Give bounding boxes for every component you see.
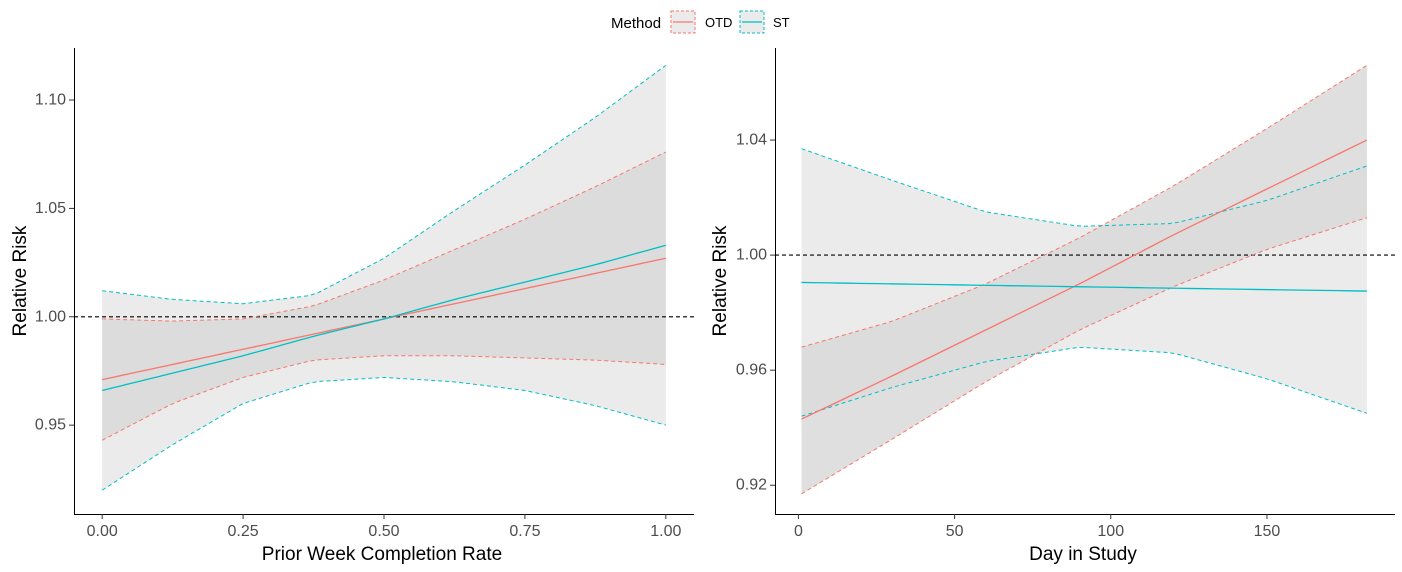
y-tick-label: 0.95 — [35, 417, 66, 434]
otd-confidence-ribbon — [801, 65, 1367, 494]
x-tick-label: 0 — [794, 523, 803, 540]
x-tick-label: 100 — [1097, 523, 1124, 540]
y-ticks: 0.92 0.96 1.00 1.04 — [736, 132, 775, 494]
st-confidence-ribbon — [102, 65, 666, 491]
st-upper-bound-line — [102, 64, 667, 305]
panel-completion-rate-ribbons — [102, 65, 666, 491]
panel-day-in-study: 0.92 0.96 1.00 1.04 0 50 100 150 Day in … — [710, 48, 1395, 565]
y-tick-label: 1.10 — [35, 92, 66, 109]
x-tick-label: 150 — [1254, 523, 1281, 540]
x-tick-label: 0.25 — [228, 523, 259, 540]
st-lower-bound-line — [801, 346, 1368, 417]
y-tick-label: 1.04 — [736, 132, 767, 149]
legend-label-st: ST — [773, 15, 790, 30]
x-ticks: 0 50 100 150 — [794, 514, 1280, 540]
y-tick-label: 1.05 — [35, 200, 66, 217]
panel-day-in-study-ribbons — [801, 65, 1367, 494]
y-axis-title: Relative Risk — [10, 225, 31, 336]
y-axis-title: Relative Risk — [710, 225, 731, 336]
legend: Method OTD ST — [611, 10, 790, 34]
otd-lower-bound-line — [101, 355, 666, 441]
panel-completion-rate-series — [101, 64, 667, 491]
x-tick-label: 0.50 — [368, 523, 399, 540]
panel-completion-rate: 0.95 1.00 1.05 1.10 0.00 0.25 0.50 0.75 … — [10, 48, 694, 565]
y-tick-label: 1.00 — [35, 308, 66, 325]
x-tick-label: 50 — [946, 523, 964, 540]
legend-label-otd: OTD — [705, 15, 732, 30]
x-axis-title: Day in Study — [1029, 544, 1137, 565]
y-tick-label: 0.96 — [736, 362, 767, 379]
y-ticks: 0.95 1.00 1.05 1.10 — [35, 92, 74, 434]
legend-key-st — [739, 10, 765, 34]
y-tick-label: 1.00 — [736, 247, 767, 264]
otd-lower-bound-line — [801, 217, 1368, 495]
panel-day-in-study-series — [801, 64, 1368, 495]
legend-title: Method — [611, 15, 661, 32]
x-axis-title: Prior Week Completion Rate — [262, 544, 502, 565]
st-upper-bound-line — [801, 148, 1368, 227]
st-estimate-line — [102, 244, 666, 392]
x-ticks: 0.00 0.25 0.50 0.75 1.00 — [87, 514, 681, 540]
x-tick-label: 1.00 — [650, 523, 681, 540]
st-estimate-line — [801, 281, 1367, 292]
otd-estimate-line — [801, 139, 1368, 420]
y-tick-label: 0.92 — [736, 477, 767, 494]
legend-key-otd — [670, 10, 696, 34]
st-lower-bound-line — [101, 376, 666, 491]
otd-upper-bound-line — [102, 151, 667, 322]
otd-upper-bound-line — [801, 64, 1368, 348]
x-tick-label: 0.75 — [509, 523, 540, 540]
x-tick-label: 0.00 — [87, 523, 118, 540]
otd-confidence-ribbon — [102, 152, 666, 441]
